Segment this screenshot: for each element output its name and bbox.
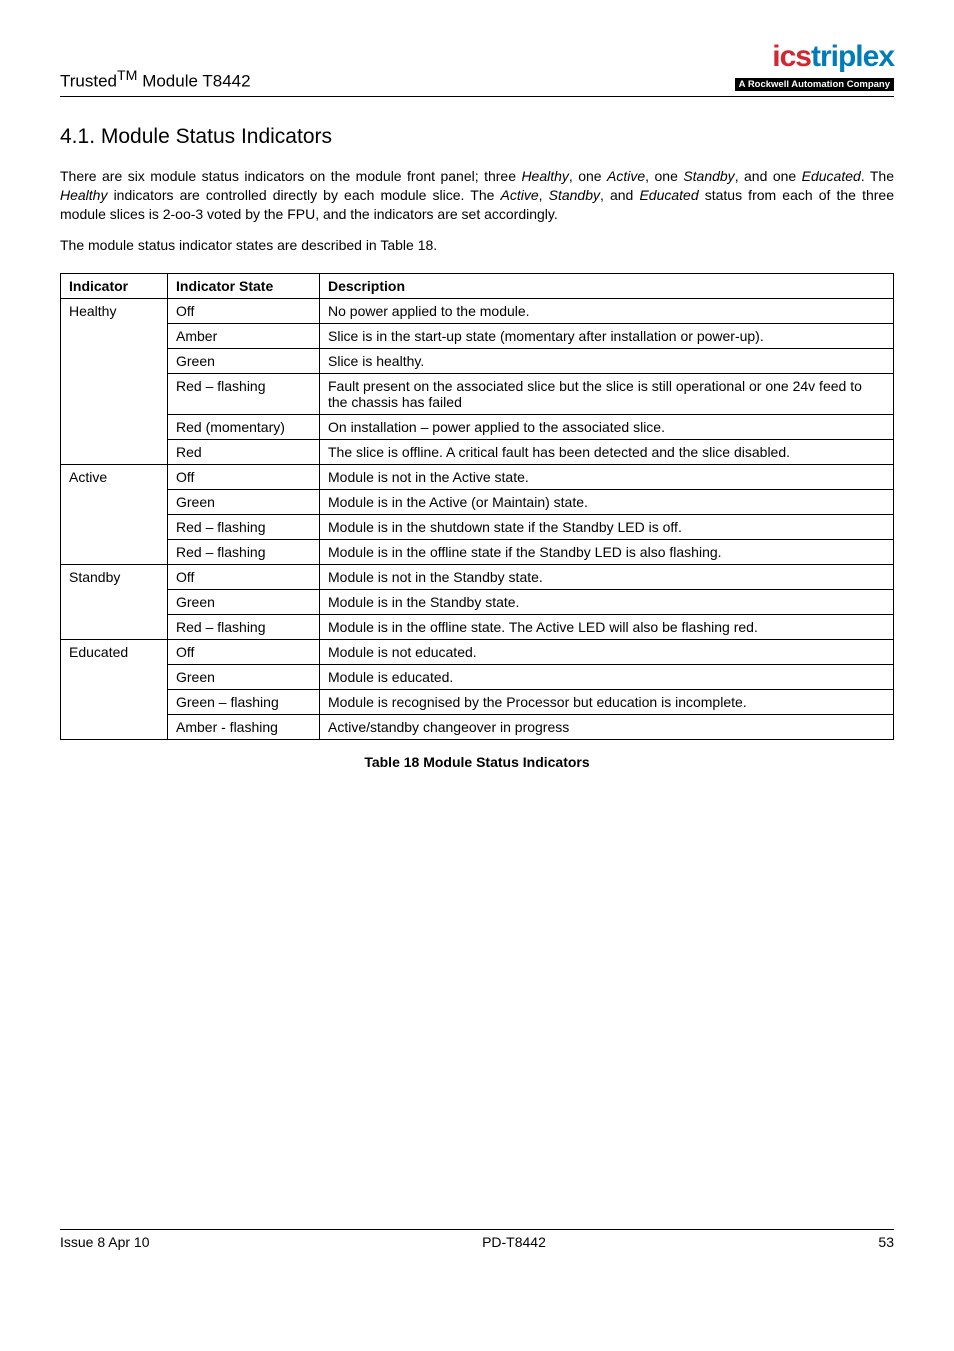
section-title: Module Status Indicators [101, 125, 332, 148]
logo: icstriplex A Rockwell Automation Company [735, 40, 894, 92]
cell-state: Red [168, 439, 320, 464]
section-heading: 4.1. Module Status Indicators [60, 125, 894, 149]
table-row: Red – flashing Module is in the shutdown… [61, 514, 894, 539]
table-row: Amber - flashing Active/standby changeov… [61, 714, 894, 739]
cell-state: Green – flashing [168, 689, 320, 714]
cell-state: Off [168, 298, 320, 323]
cell-desc: Slice is healthy. [320, 348, 894, 373]
header-title: TrustedTM Module T8442 [60, 68, 251, 92]
cell-state: Off [168, 639, 320, 664]
table-row: Educated Off Module is not educated. [61, 639, 894, 664]
cell-state: Amber [168, 323, 320, 348]
cell-desc: Module is in the offline state. The Acti… [320, 614, 894, 639]
th-description: Description [320, 273, 894, 298]
cell-indicator: Standby [61, 564, 168, 639]
table-row: Red (momentary) On installation – power … [61, 414, 894, 439]
paragraph-1: There are six module status indicators o… [60, 167, 894, 224]
table-row: Green Module is educated. [61, 664, 894, 689]
cell-state: Red (momentary) [168, 414, 320, 439]
cell-desc: Module is in the shutdown state if the S… [320, 514, 894, 539]
cell-desc: The slice is offline. A critical fault h… [320, 439, 894, 464]
page-header: TrustedTM Module T8442 icstriplex A Rock… [60, 40, 894, 97]
table-row: Red – flashing Fault present on the asso… [61, 373, 894, 414]
cell-indicator: Educated [61, 639, 168, 739]
table-caption: Table 18 Module Status Indicators [60, 754, 894, 770]
cell-desc: Module is educated. [320, 664, 894, 689]
cell-desc: On installation – power applied to the a… [320, 414, 894, 439]
th-state: Indicator State [168, 273, 320, 298]
page-footer: Issue 8 Apr 10 PD-T8442 53 [60, 1229, 894, 1250]
cell-state: Off [168, 564, 320, 589]
table-row: Red The slice is offline. A critical fau… [61, 439, 894, 464]
cell-desc: Active/standby changeover in progress [320, 714, 894, 739]
cell-state: Red – flashing [168, 614, 320, 639]
logo-rest: triplex [811, 40, 894, 73]
footer-center: PD-T8442 [482, 1234, 546, 1250]
status-indicator-table: Indicator Indicator State Description He… [60, 273, 894, 740]
cell-desc: Module is in the offline state if the St… [320, 539, 894, 564]
cell-state: Green [168, 489, 320, 514]
th-indicator: Indicator [61, 273, 168, 298]
table-row: Green Module is in the Active (or Mainta… [61, 489, 894, 514]
table-row: Active Off Module is not in the Active s… [61, 464, 894, 489]
footer-left: Issue 8 Apr 10 [60, 1234, 150, 1250]
cell-desc: Slice is in the start-up state (momentar… [320, 323, 894, 348]
cell-desc: Module is not in the Active state. [320, 464, 894, 489]
cell-state: Off [168, 464, 320, 489]
cell-desc: Module is in the Active (or Maintain) st… [320, 489, 894, 514]
table-row: Amber Slice is in the start-up state (mo… [61, 323, 894, 348]
cell-state: Green [168, 664, 320, 689]
cell-state: Green [168, 348, 320, 373]
cell-state: Green [168, 589, 320, 614]
cell-desc: Module is not educated. [320, 639, 894, 664]
section-number: 4.1. [60, 125, 95, 148]
cell-state: Red – flashing [168, 373, 320, 414]
cell-desc: Fault present on the associated slice bu… [320, 373, 894, 414]
cell-desc: Module is recognised by the Processor bu… [320, 689, 894, 714]
cell-state: Amber - flashing [168, 714, 320, 739]
cell-desc: Module is in the Standby state. [320, 589, 894, 614]
logo-subtitle: A Rockwell Automation Company [735, 78, 894, 91]
cell-indicator: Active [61, 464, 168, 564]
cell-desc: Module is not in the Standby state. [320, 564, 894, 589]
cell-indicator: Healthy [61, 298, 168, 464]
table-row: Green Slice is healthy. [61, 348, 894, 373]
table-header-row: Indicator Indicator State Description [61, 273, 894, 298]
cell-desc: No power applied to the module. [320, 298, 894, 323]
table-row: Standby Off Module is not in the Standby… [61, 564, 894, 589]
logo-ics: ics [772, 40, 811, 73]
cell-state: Red – flashing [168, 539, 320, 564]
footer-right: 53 [878, 1234, 894, 1250]
table-row: Green Module is in the Standby state. [61, 589, 894, 614]
table-row: Red – flashing Module is in the offline … [61, 539, 894, 564]
paragraph-2: The module status indicator states are d… [60, 236, 894, 255]
table-row: Red – flashing Module is in the offline … [61, 614, 894, 639]
table-row: Healthy Off No power applied to the modu… [61, 298, 894, 323]
cell-state: Red – flashing [168, 514, 320, 539]
table-row: Green – flashing Module is recognised by… [61, 689, 894, 714]
